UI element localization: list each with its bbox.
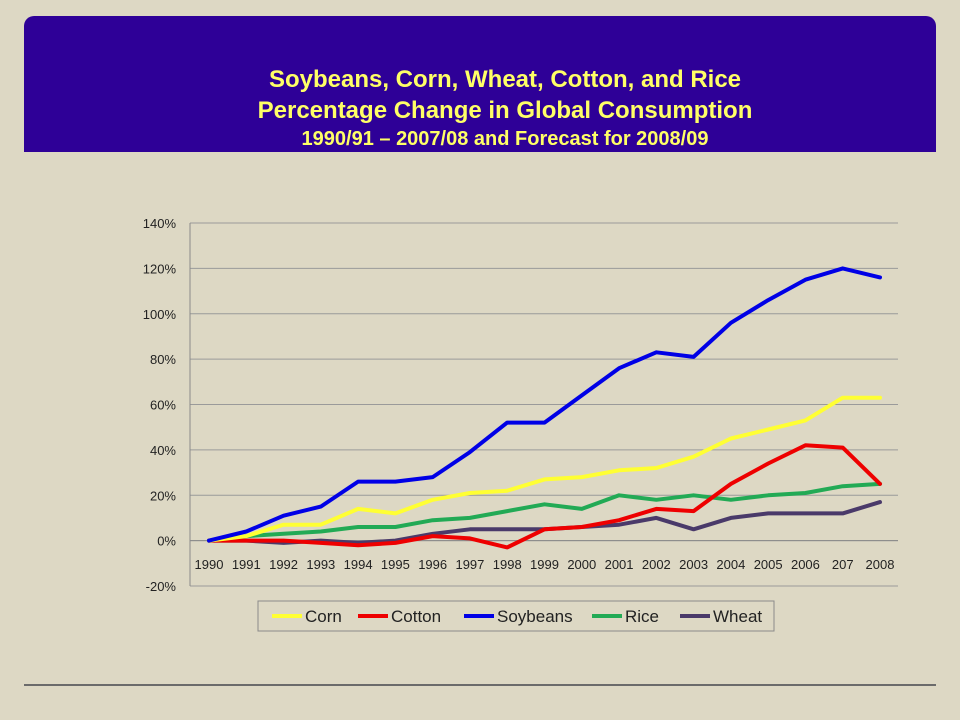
x-tick-label: 1996 xyxy=(418,557,447,572)
series-line-corn xyxy=(207,395,882,543)
chart-title: Soybeans, Corn, Wheat, Cotton, and Rice xyxy=(268,66,742,93)
series-line-cotton xyxy=(207,443,882,550)
chart-date-range: 1990/91 – 2007/08 and Forecast for 2008/… xyxy=(301,128,709,150)
x-tick-label: 2000 xyxy=(567,557,596,572)
y-tick-label: 0% xyxy=(157,534,176,549)
legend-label-soybeans: Soybeans xyxy=(497,607,573,626)
title-banner: Soybeans, Corn, Wheat, Cotton, and Rice … xyxy=(24,16,936,152)
bottom-divider xyxy=(24,684,936,686)
x-tick-label: 2001 xyxy=(605,557,634,572)
y-tick-label: -20% xyxy=(146,579,177,594)
x-tick-label: 1995 xyxy=(381,557,410,572)
x-tick-label: 207 xyxy=(832,557,854,572)
x-tick-label: 2008 xyxy=(866,557,895,572)
x-tick-label: 1991 xyxy=(232,557,261,572)
x-tick-label: 1990 xyxy=(195,557,224,572)
y-tick-label: 20% xyxy=(150,488,176,503)
legend-label-corn: Corn xyxy=(305,607,342,626)
y-tick-label: 140% xyxy=(143,216,177,231)
y-tick-label: 100% xyxy=(143,307,177,322)
legend-label-wheat: Wheat xyxy=(713,607,762,626)
x-tick-label: 2002 xyxy=(642,557,671,572)
y-tick-label: 120% xyxy=(143,261,177,276)
x-tick-label: 1992 xyxy=(269,557,298,572)
legend-label-rice: Rice xyxy=(625,607,659,626)
x-tick-label: 2006 xyxy=(791,557,820,572)
x-tick-label: 1999 xyxy=(530,557,559,572)
y-tick-label: 40% xyxy=(150,443,176,458)
legend-label-cotton: Cotton xyxy=(391,607,441,626)
x-tick-label: 1994 xyxy=(344,557,373,572)
chart-subtitle: Percentage Change in Global Consumption xyxy=(257,97,753,124)
series-line-rice xyxy=(207,481,882,543)
x-tick-label: 1997 xyxy=(455,557,484,572)
x-tick-label: 2003 xyxy=(679,557,708,572)
x-tick-label: 2004 xyxy=(716,557,745,572)
y-tick-label: 60% xyxy=(150,398,176,413)
x-tick-label: 1998 xyxy=(493,557,522,572)
y-tick-label: 80% xyxy=(150,352,176,367)
series-line-soybeans xyxy=(207,266,882,543)
x-tick-label: 2005 xyxy=(754,557,783,572)
x-tick-label: 1993 xyxy=(306,557,335,572)
